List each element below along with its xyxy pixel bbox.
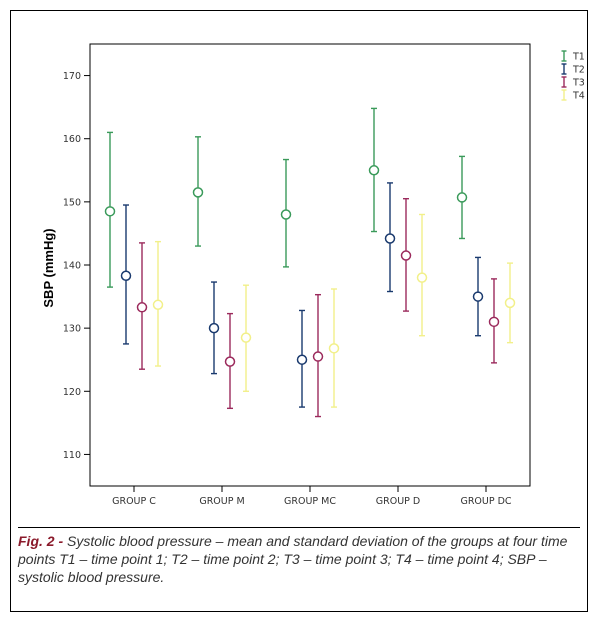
legend-label: T3 [572,78,585,89]
mean-marker [296,354,308,365]
y-tick-label: 110 [63,450,81,461]
x-tick-label: GROUP DC [460,496,511,507]
x-tick-label: GROUP MC [284,496,336,507]
series-t1 [104,107,468,288]
plot-area [89,43,531,487]
mean-marker [312,351,324,362]
mean-marker [384,233,396,244]
caption-label: Fig. 2 - [18,533,64,549]
mean-marker [456,192,468,203]
x-tick-label: GROUP D [376,496,420,507]
x-tick-label: GROUP M [199,496,244,507]
y-tick-label: 120 [63,387,81,398]
mean-marker [280,209,292,220]
mean-marker [136,302,148,313]
series-layer [104,107,516,418]
caption-text: Systolic blood pressure – mean and stand… [18,533,568,585]
mean-marker [152,299,164,311]
figure-frame [10,10,588,612]
legend-label: T4 [572,91,585,102]
mean-marker [240,332,252,343]
series-t2 [120,182,484,408]
y-tick-label: 130 [63,324,81,335]
mean-marker [400,250,412,261]
y-axis: 110 120 130 140 150 160 170 [63,71,90,461]
mean-marker [368,165,380,176]
caption-divider [18,527,580,528]
legend-label: T1 [572,52,585,63]
figure-caption: Fig. 2 - Systolic blood pressure – mean … [18,532,584,586]
legend-label: T2 [572,65,585,76]
series-t4 [152,213,516,408]
mean-marker [208,322,220,334]
y-tick-label: 140 [63,261,81,272]
y-tick-label: 170 [63,71,81,82]
y-tick-label: 160 [63,134,81,145]
mean-marker [224,356,236,367]
mean-marker [104,206,116,217]
mean-marker [416,272,428,283]
mean-marker [328,343,340,354]
mean-marker [488,316,500,328]
legend: T1 T2 T3 T4 [561,50,585,102]
mean-marker [504,297,516,309]
mean-marker [472,291,484,302]
y-tick-label: 150 [63,197,81,208]
mean-marker [192,187,204,198]
x-tick-label: GROUP C [112,496,156,507]
series-t3 [136,197,500,418]
y-axis-label: SBP (mmHg) [41,228,56,307]
x-axis: GROUP C GROUP M GROUP MC GROUP D GROUP DC [112,486,512,507]
mean-marker [120,270,132,281]
